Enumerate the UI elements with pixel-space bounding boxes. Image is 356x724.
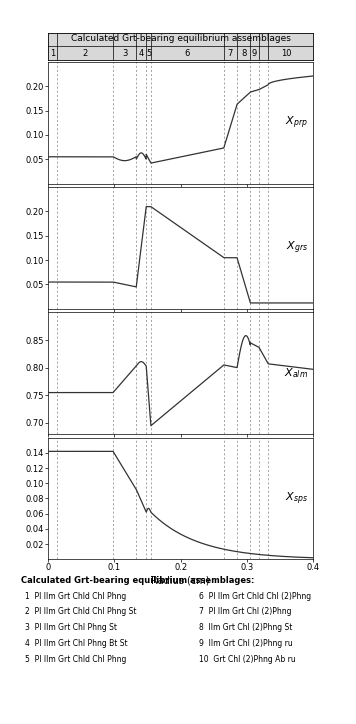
Text: 8  Ilm Grt Chl (2)Phng St: 8 Ilm Grt Chl (2)Phng St: [199, 623, 293, 632]
Text: 1: 1: [50, 49, 55, 58]
Text: 5: 5: [146, 49, 151, 58]
Text: 10: 10: [281, 49, 291, 58]
Text: 7  Pl Ilm Grt Chl (2)Phng: 7 Pl Ilm Grt Chl (2)Phng: [199, 607, 292, 616]
Text: 2: 2: [82, 49, 88, 58]
Text: 10  Grt Chl (2)Phng Ab ru: 10 Grt Chl (2)Phng Ab ru: [199, 655, 296, 664]
Text: 2  Pl Ilm Grt Chld Chl Phng St: 2 Pl Ilm Grt Chld Chl Phng St: [25, 607, 136, 616]
Text: 9: 9: [252, 49, 257, 58]
Text: 6: 6: [185, 49, 190, 58]
Text: Calculated Grt-bearing equilibrium assemblages: Calculated Grt-bearing equilibrium assem…: [71, 34, 290, 43]
Text: $X_{prp}$: $X_{prp}$: [285, 114, 308, 131]
Text: 1  Pl Ilm Grt Chld Chl Phng: 1 Pl Ilm Grt Chld Chl Phng: [25, 592, 126, 600]
X-axis label: Radius (cm): Radius (cm): [151, 576, 210, 585]
Text: $X_{sps}$: $X_{sps}$: [285, 490, 308, 507]
Text: 5  Pl Ilm Grt Chld Chl Phng: 5 Pl Ilm Grt Chld Chl Phng: [25, 655, 126, 664]
Text: 4  Pl Ilm Grt Chl Phng Bt St: 4 Pl Ilm Grt Chl Phng Bt St: [25, 639, 127, 648]
Text: 3  Pl Ilm Grt Chl Phng St: 3 Pl Ilm Grt Chl Phng St: [25, 623, 117, 632]
Text: 8: 8: [241, 49, 246, 58]
Text: 7: 7: [228, 49, 233, 58]
Text: $X_{grs}$: $X_{grs}$: [286, 240, 308, 256]
Text: $X_{alm}$: $X_{alm}$: [284, 366, 308, 380]
Text: Calculated Grt-bearing equilibrium assemblages:: Calculated Grt-bearing equilibrium assem…: [21, 576, 255, 584]
Text: 9  Ilm Grt Chl (2)Phng ru: 9 Ilm Grt Chl (2)Phng ru: [199, 639, 293, 648]
Text: 3: 3: [122, 49, 127, 58]
Text: 4: 4: [138, 49, 144, 58]
Text: 6  Pl Ilm Grt Chld Chl (2)Phng: 6 Pl Ilm Grt Chld Chl (2)Phng: [199, 592, 312, 600]
